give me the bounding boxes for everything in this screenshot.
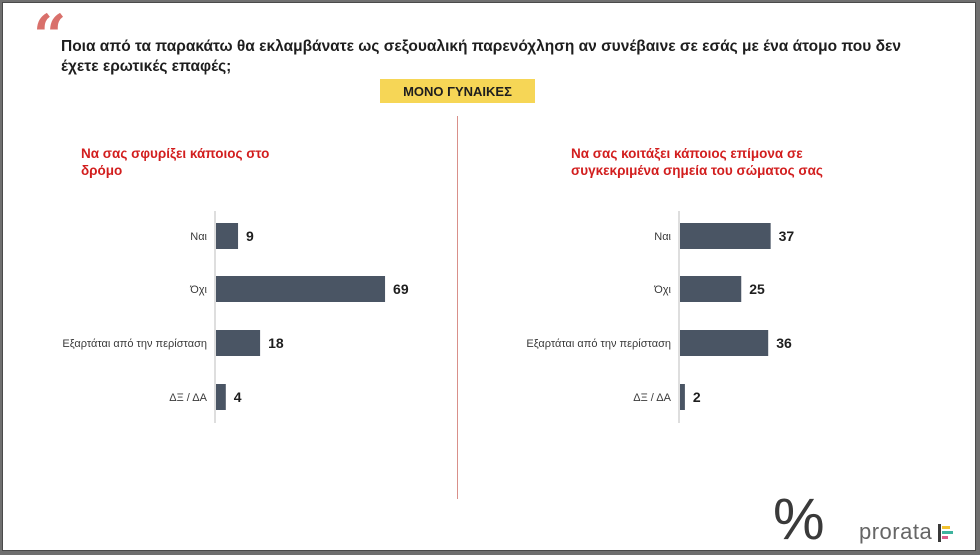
bar-whistle — [216, 330, 261, 356]
value-label: 36 — [776, 335, 792, 351]
category-label: Όχι — [653, 284, 671, 296]
bar-whistle — [216, 276, 386, 302]
value-label: 37 — [779, 228, 795, 244]
category-label: Εξαρτάται από την περίσταση — [62, 338, 207, 350]
category-label: Ναι — [654, 231, 671, 243]
chart-title-stare: Να σας κοιτάξει κάποιος επίμονα σε συγκε… — [571, 146, 823, 178]
bar-stare — [680, 276, 742, 302]
bar-stare — [680, 223, 771, 249]
category-label: Όχι — [189, 284, 207, 296]
value-label: 25 — [749, 281, 765, 297]
bar-whistle — [216, 223, 239, 249]
prorata-bars-icon — [938, 524, 954, 542]
bar-whistle — [216, 384, 226, 410]
chart-title-whistle: Να σας σφυρίξει κάποιος στο δρόμο — [81, 146, 270, 178]
category-label: Ναι — [190, 231, 207, 243]
chart-divider — [457, 116, 458, 499]
bar-stare — [680, 384, 685, 410]
value-label: 4 — [234, 389, 242, 405]
bar-charts: Ναι 9 Όχι 69 Εξαρτάται από την περίσταση 18 ΔΞ… — [62, 211, 795, 423]
audience-badge: ΜΟΝΟ ΓΥΝΑΙΚΕΣ — [380, 79, 535, 103]
category-label: Εξαρτάται από την περίσταση — [526, 338, 671, 350]
value-label: 18 — [268, 335, 284, 351]
bar-stare — [680, 330, 769, 356]
quote-icon: “ — [33, 2, 67, 70]
value-label: 9 — [246, 228, 254, 244]
prorata-wordmark: prorata — [859, 519, 933, 544]
category-label: ΔΞ / ΔΑ — [169, 392, 207, 404]
value-label: 69 — [393, 281, 409, 297]
value-label: 2 — [693, 389, 701, 405]
prorata-percent-logo: % — [773, 487, 825, 552]
category-label: ΔΞ / ΔΑ — [633, 392, 671, 404]
question-text: Ποια από τα παρακάτω θα εκλαμβάνατε ως σ… — [61, 38, 901, 75]
